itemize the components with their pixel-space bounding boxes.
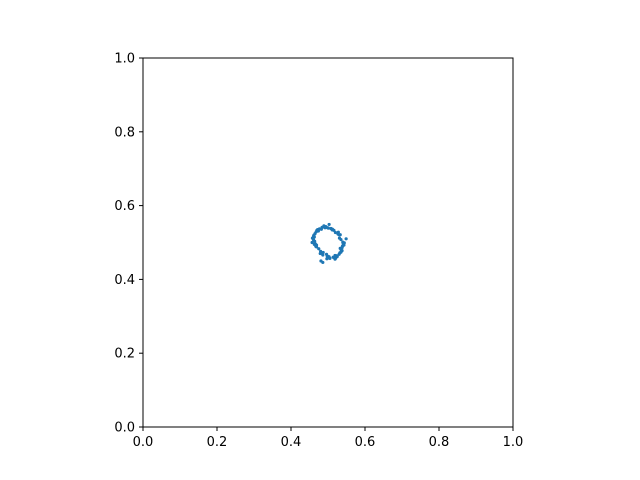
scatter-point [315, 228, 319, 232]
scatter-point [342, 241, 346, 245]
plot-background [143, 58, 513, 427]
x-tick-label: 0.4 [281, 435, 302, 450]
scatter-point [339, 237, 343, 242]
scatter-point [310, 240, 314, 245]
axes: 0.0 0.2 0.4 0.6 0.8 1.0 0.0 0.2 0.4 0.6 0.8 1.0 [114, 52, 523, 451]
scatter-point [324, 252, 329, 256]
y-tick-label: 0.0 [114, 421, 135, 436]
scatter-point [310, 236, 315, 240]
scatter-point [325, 257, 329, 261]
scatter-point [333, 230, 337, 235]
scatter-point [323, 226, 327, 230]
x-tick-label: 0.0 [133, 435, 154, 450]
scatter-point [318, 251, 322, 256]
scatter-point [327, 222, 331, 227]
scatter-point [321, 250, 325, 255]
y-tick-label: 1.0 [114, 52, 135, 67]
scatter-point [337, 233, 341, 237]
scatter-point [337, 252, 341, 256]
scatter-point [328, 256, 332, 260]
x-tick-label: 0.8 [429, 435, 450, 450]
scatter-point [317, 247, 321, 251]
scatter-point [313, 239, 317, 243]
y-tick-label: 0.2 [114, 347, 135, 362]
scatter-point [338, 246, 342, 251]
scatter-point [330, 228, 335, 232]
scatter-point [333, 257, 337, 261]
scatter-point [344, 237, 348, 241]
scatter-point [321, 260, 325, 265]
x-tick-label: 0.6 [355, 435, 376, 450]
scatter-point [340, 249, 344, 253]
x-tick-label: 1.0 [503, 435, 524, 450]
scatter-point [312, 242, 316, 246]
plot-frame [142, 57, 514, 428]
scatter-points [310, 222, 348, 265]
y-tick-label: 0.8 [114, 125, 135, 140]
y-tick-label: 0.4 [114, 273, 135, 288]
x-tick-label: 0.2 [207, 435, 228, 450]
y-tick-label: 0.6 [114, 199, 135, 214]
scatter-point [333, 253, 337, 258]
scatter-point [326, 226, 330, 230]
